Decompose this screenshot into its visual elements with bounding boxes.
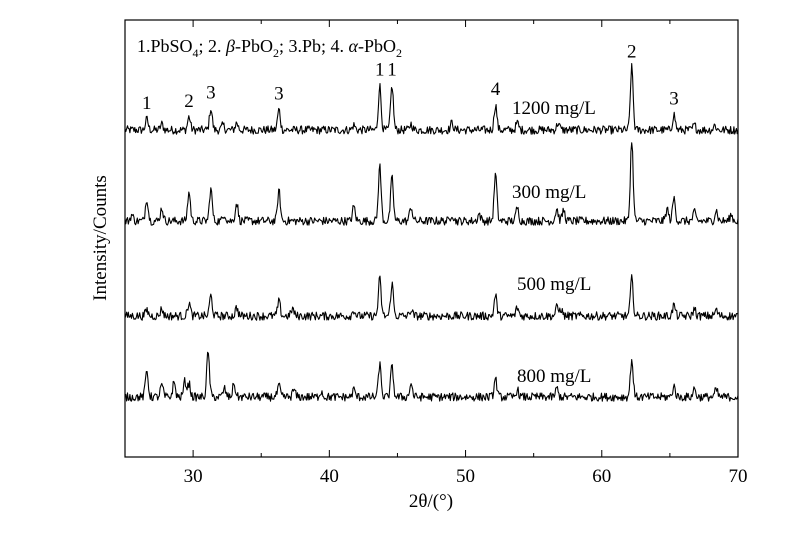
- peak-label: 1: [375, 60, 385, 81]
- peak-label: 1: [142, 93, 152, 114]
- series-trace: [124, 274, 739, 321]
- series-label: 300 mg/L: [512, 182, 586, 203]
- plot-frame: [124, 19, 739, 458]
- x-axis-ticks: 30 40 50 60 70: [124, 20, 748, 487]
- series-label: 1200 mg/L: [512, 98, 596, 119]
- series-labels: 1200 mg/L 300 mg/L 500 mg/L 800 mg/L: [512, 98, 596, 387]
- series-trace: [124, 351, 739, 402]
- series-label: 800 mg/L: [517, 366, 591, 387]
- peak-label: 2: [627, 42, 637, 63]
- series-traces: [124, 63, 739, 402]
- peak-label: 3: [206, 82, 216, 103]
- x-tick-label: 50: [456, 466, 475, 487]
- peak-label: 4: [491, 79, 501, 100]
- x-axis-title: 2θ/(°): [409, 491, 453, 512]
- y-axis-title: Intensity/Counts: [90, 175, 111, 301]
- series-label: 500 mg/L: [517, 274, 591, 295]
- x-tick-label: 40: [320, 466, 339, 487]
- peak-label: 2: [184, 91, 194, 112]
- x-tick-label: 70: [729, 466, 748, 487]
- legend-phases: 1.PbSO4; 2. β-PbO2; 3.Pb; 4. α-PbO2: [137, 36, 402, 60]
- x-tick-label: 60: [592, 466, 611, 487]
- series-trace: [124, 63, 739, 135]
- series-trace: [124, 142, 739, 226]
- peak-label: 3: [669, 88, 679, 109]
- peak-label: 1: [387, 60, 397, 81]
- peak-label: 3: [274, 84, 284, 105]
- x-tick-label: 30: [184, 466, 203, 487]
